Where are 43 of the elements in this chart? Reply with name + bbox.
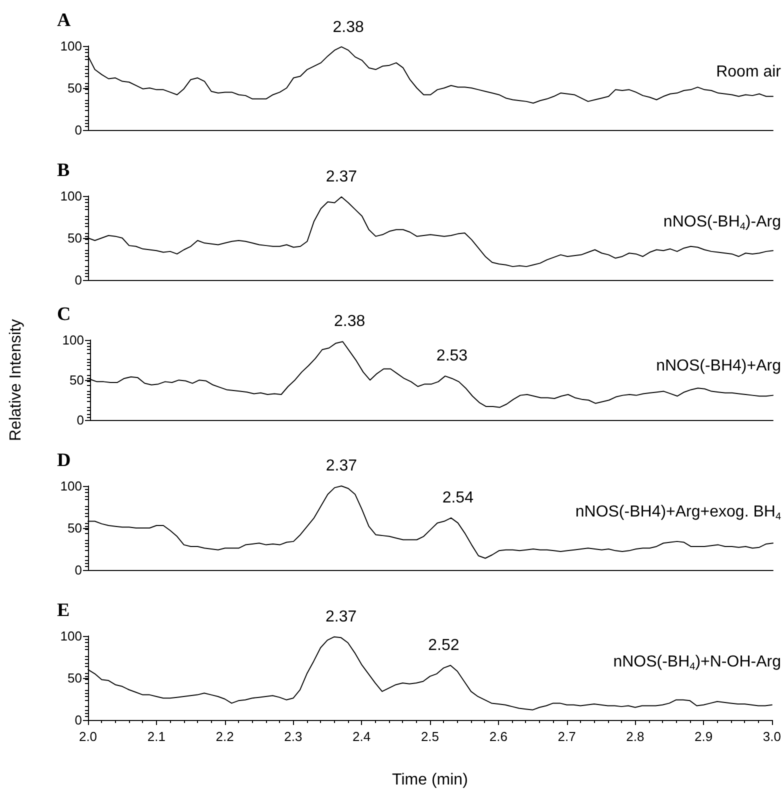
- y-tick-label: 0: [74, 562, 82, 578]
- annotation: 2.38: [334, 313, 366, 330]
- x-axis-title: Time (min): [392, 772, 468, 788]
- x-tick-label: 2.1: [147, 729, 166, 744]
- x-tick-label: 2.3: [284, 729, 302, 744]
- y-tick-label: 0: [74, 272, 82, 288]
- annotation: 2.37: [325, 608, 357, 626]
- y-tick-label: 100: [60, 188, 82, 204]
- x-tick-label: 2.5: [420, 729, 440, 744]
- annotation: 2.38: [332, 19, 364, 36]
- y-tick-label: 50: [68, 520, 82, 536]
- chart-title: D: [57, 450, 71, 471]
- y-tick-label: 0: [76, 412, 84, 428]
- annotation: 2.37: [326, 168, 358, 186]
- y-tick-label: 50: [68, 670, 82, 686]
- y-tick-label: 0: [74, 712, 82, 728]
- annotation: 2.52: [428, 636, 460, 654]
- annotation: 2.53: [436, 348, 468, 365]
- series-label: Room air: [716, 64, 782, 80]
- chart-title: C: [57, 304, 71, 325]
- x-tick-label: 2.6: [489, 729, 508, 744]
- chart-title: A: [57, 10, 71, 31]
- y-tick-label: 100: [62, 332, 84, 348]
- x-tick-label: 2.0: [78, 729, 98, 744]
- y-tick-label: 50: [68, 80, 82, 96]
- y-tick-label: 50: [68, 230, 82, 246]
- y-tick-label: 50: [70, 372, 84, 388]
- y-tick-label: 100: [60, 38, 82, 54]
- y-axis-title: Relative Intensity: [8, 319, 24, 442]
- x-tick-label: 2.9: [694, 729, 713, 744]
- x-tick-label: 2.7: [558, 729, 576, 744]
- y-tick-label: 0: [74, 122, 82, 138]
- x-tick-label: 2.2: [216, 729, 234, 744]
- x-tick-label: 3.0: [762, 729, 782, 744]
- annotation: 2.37: [326, 458, 358, 474]
- annotation: 2.54: [442, 489, 474, 506]
- x-tick-label: 2.8: [626, 729, 644, 744]
- x-tick-label: 2.4: [352, 729, 371, 744]
- chart-title: B: [57, 160, 70, 181]
- series-label: nNOS(-BH4)+Arg: [656, 358, 781, 374]
- y-tick-label: 100: [60, 628, 82, 644]
- y-tick-label: 100: [60, 478, 82, 494]
- chart-title: E: [57, 600, 70, 621]
